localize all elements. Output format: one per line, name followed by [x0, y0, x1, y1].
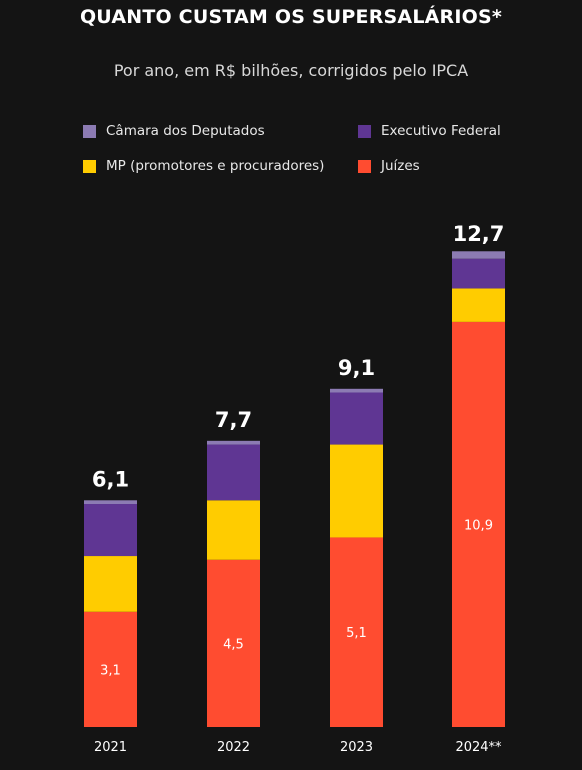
- legend-swatch-executivo: [358, 124, 371, 138]
- legend-swatch-camara: [83, 124, 96, 138]
- bar-segment-2022-3: [207, 440, 260, 445]
- chart-subtitle: Por ano, em R$ bilhões, corrigidos pelo …: [113, 61, 469, 80]
- legend-label-camara: Câmara dos Deputados: [106, 123, 265, 139]
- x-tick-label: 2024**: [455, 740, 502, 755]
- bar-total-label: 6,1: [92, 467, 129, 491]
- bar-segment-2021-3: [84, 500, 137, 505]
- legend-swatch-juizes: [358, 159, 371, 173]
- segment-value-label: 4,5: [223, 637, 244, 652]
- bar-segment-2023-2: [330, 392, 383, 445]
- legend-swatch-mp: [83, 159, 96, 173]
- bar-segment-2022-0: [207, 559, 260, 727]
- legend-item-executivo: Executivo Federal: [358, 123, 501, 139]
- segment-value-label: 3,1: [100, 663, 121, 678]
- bar-segment-2023-1: [330, 444, 383, 538]
- bar-segment-2021-0: [84, 611, 137, 727]
- x-tick-label: 2021: [94, 740, 127, 755]
- x-tick-label: 2023: [340, 740, 373, 755]
- legend-item-mp: MP (promotores e procuradores): [83, 158, 324, 174]
- bar-total-label: 7,7: [215, 408, 252, 432]
- legend-label-juizes: Juízes: [381, 158, 420, 174]
- bar-segment-2021-1: [84, 556, 137, 612]
- segment-value-label: 5,1: [346, 626, 367, 641]
- bar-segment-2024-3: [452, 251, 505, 259]
- bar-segment-2024-2: [452, 258, 505, 289]
- legend-label-mp: MP (promotores e procuradores): [106, 158, 325, 174]
- bar-segment-2021-2: [84, 504, 137, 557]
- bar-segment-2024-1: [452, 288, 505, 322]
- segment-value-label: 10,9: [464, 518, 493, 533]
- bar-segment-2022-2: [207, 444, 260, 501]
- bar-segment-2024-0: [452, 321, 505, 727]
- bar-segment-2022-1: [207, 500, 260, 560]
- bar-total-label: 9,1: [338, 356, 375, 380]
- bar-total-label: 12,7: [453, 222, 505, 246]
- legend-label-executivo: Executivo Federal: [381, 123, 501, 139]
- chart-title: QUANTO CUSTAM OS SUPERSALÁRIOS*: [79, 6, 503, 28]
- legend-item-camara: Câmara dos Deputados: [83, 123, 265, 139]
- legend-item-juizes: Juízes: [358, 158, 420, 174]
- x-tick-label: 2022: [217, 740, 250, 755]
- bar-segment-2023-0: [330, 537, 383, 727]
- bar-segment-2023-3: [330, 388, 383, 393]
